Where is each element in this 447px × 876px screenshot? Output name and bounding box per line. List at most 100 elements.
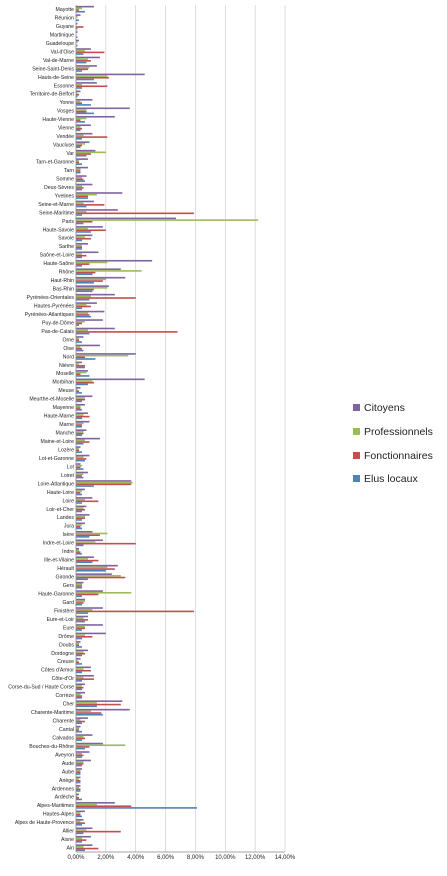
category-label: Hautes-Pyrénées (34, 303, 74, 309)
bar-elus-locaux (76, 612, 88, 614)
bar-professionnels (76, 447, 79, 450)
category-label: Eure-et-Loir (47, 617, 75, 623)
category-label: Ille-et-Vilaine (44, 558, 74, 564)
bar-professionnels (76, 685, 82, 687)
bar-citoyens (76, 742, 103, 745)
bar-citoyens (76, 310, 105, 313)
bar-citoyens (76, 234, 93, 237)
bar-elus-locaux (76, 197, 88, 199)
bar-fonctionnaires (76, 373, 81, 376)
bar-fonctionnaires (76, 602, 84, 604)
bar-fonctionnaires (76, 136, 108, 138)
bar-citoyens (76, 90, 81, 93)
bar-elus-locaux (76, 61, 87, 64)
bar-citoyens (76, 420, 90, 423)
bar-elus-locaux (76, 442, 84, 445)
bar-fonctionnaires (76, 441, 90, 443)
bar-citoyens (76, 776, 81, 779)
bar-fonctionnaires (76, 593, 99, 596)
bar-professionnels (76, 210, 87, 213)
bar-fonctionnaires (76, 314, 90, 316)
bar-elus-locaux (76, 349, 84, 352)
bar-professionnels (76, 608, 93, 611)
legend-label: Elus locaux (364, 473, 418, 485)
bar-citoyens (76, 683, 85, 686)
bar-citoyens (76, 624, 103, 626)
bar-citoyens (76, 454, 90, 457)
bar-citoyens (76, 802, 115, 804)
bar-citoyens (76, 615, 88, 618)
bar-citoyens (76, 463, 81, 465)
bar-elus-locaux (76, 366, 85, 369)
bar-elus-locaux (76, 205, 87, 208)
bar-elus-locaux (76, 239, 82, 242)
bar-citoyens (76, 5, 94, 8)
bar-professionnels (76, 303, 87, 306)
x-tick-label-0: 0,00% (67, 855, 85, 861)
category-label: Rhône (59, 270, 74, 276)
bar-citoyens (76, 276, 126, 279)
bar-fonctionnaires (76, 348, 82, 350)
category-label: Loir-et-Cher (46, 507, 74, 513)
category-label: Guadeloupe (46, 41, 74, 47)
bar-elus-locaux (76, 790, 81, 792)
bar-citoyens (76, 598, 85, 601)
bar-citoyens (76, 505, 87, 508)
bar-professionnels (76, 735, 84, 738)
category-label: Lozère (58, 447, 74, 453)
bar-professionnels (76, 388, 78, 391)
bar-fonctionnaires (76, 771, 81, 774)
bar-elus-locaux (76, 569, 106, 572)
bar-professionnels (76, 41, 78, 44)
category-label: Dordogne (51, 651, 74, 657)
bar-professionnels (76, 583, 82, 586)
gridlines (75, 5, 286, 852)
category-label: Mayenne (53, 405, 74, 411)
bar-elus-locaux (76, 154, 87, 157)
bar-fonctionnaires (76, 796, 79, 799)
bar-fonctionnaires (76, 271, 96, 274)
bar-fonctionnaires (76, 204, 105, 206)
bar-elus-locaux (76, 527, 82, 530)
category-label: Réunion (55, 16, 74, 22)
bar-professionnels (76, 185, 82, 188)
bar-professionnels (76, 642, 79, 645)
bar-elus-locaux (76, 781, 81, 784)
bar-elus-locaux (76, 586, 82, 589)
bar-professionnels (76, 795, 78, 797)
bar-citoyens (76, 285, 109, 287)
bar-citoyens (76, 370, 88, 372)
category-label: Alpes-Maritimes (37, 803, 75, 809)
bar-fonctionnaires (76, 847, 99, 850)
bar-fonctionnaires (76, 187, 84, 189)
bar-fonctionnaires (76, 76, 109, 79)
category-label: Corrèze (56, 693, 75, 699)
bar-fonctionnaires (76, 813, 81, 816)
bar-fonctionnaires (76, 220, 93, 223)
bar-citoyens (76, 437, 100, 440)
bar-professionnels (76, 837, 82, 840)
bar-elus-locaux (76, 137, 82, 140)
bar-professionnels (76, 439, 85, 442)
legend-swatch-elus-locaux (353, 475, 360, 482)
bar-fonctionnaires (76, 805, 132, 808)
bar-fonctionnaires (76, 737, 85, 740)
bar-citoyens (76, 183, 93, 186)
bar-elus-locaux (76, 476, 84, 479)
bar-fonctionnaires (76, 610, 194, 613)
category-label: Pyrénées-Atlantiques (25, 312, 75, 318)
bar-professionnels (76, 693, 81, 696)
bar-professionnels (76, 786, 79, 789)
bar-citoyens (76, 827, 93, 830)
bar-citoyens (76, 725, 81, 728)
bar-citoyens (76, 395, 93, 398)
bar-elus-locaux (76, 773, 81, 775)
bar-professionnels (76, 312, 88, 315)
bar-citoyens (76, 403, 85, 406)
bar-elus-locaux (76, 832, 84, 835)
bar-citoyens (76, 200, 94, 203)
bar-fonctionnaires (76, 534, 100, 536)
bar-elus-locaux (76, 840, 82, 843)
bar-elus-locaux (76, 358, 96, 360)
